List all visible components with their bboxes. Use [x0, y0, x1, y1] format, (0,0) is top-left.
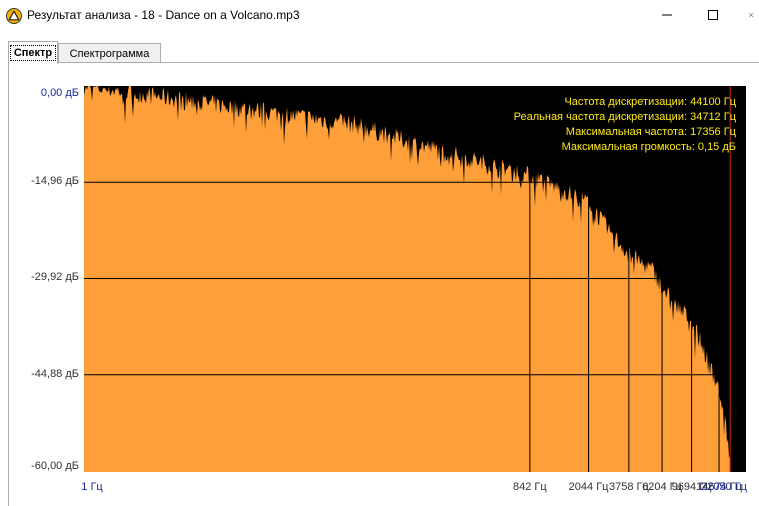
maximize-icon	[708, 10, 718, 20]
x-tick-label: 842 Гц	[513, 481, 547, 493]
y-tick-label: -29,92 дБ	[31, 271, 79, 284]
x-tick-label: 9694 Гц	[671, 481, 712, 493]
minimize-button[interactable]	[644, 0, 690, 30]
y-tick-label: -60,00 дБ	[31, 460, 79, 472]
tab-spectrogram-label: Спектрограмма	[69, 47, 150, 60]
info-max-loudness: Максимальная громкость: 0,15 дБ	[561, 141, 736, 153]
tab-spectrogram[interactable]: Спектрограмма	[58, 43, 161, 63]
close-icon	[749, 12, 754, 18]
minimize-icon	[662, 14, 672, 16]
y-tick-label: 0,00 дБ	[40, 87, 79, 99]
tab-spectrum[interactable]: Спектр	[8, 41, 58, 64]
x-tick-label: 2044 Гц	[568, 481, 609, 493]
tab-spectrum-label: Спектр	[9, 45, 57, 61]
info-real-sample-rate: Реальная частота дискретизации: 34712 Гц	[513, 111, 736, 123]
window-title: Результат анализа - 18 - Dance on a Volc…	[27, 8, 300, 22]
y-tick-label: -14,96 дБ	[31, 175, 79, 188]
x-tick-label: 22050 Гц	[701, 481, 747, 493]
close-button[interactable]	[736, 0, 759, 30]
maximize-button[interactable]	[690, 0, 736, 30]
title-bar: Результат анализа - 18 - Dance on a Volc…	[0, 0, 759, 31]
foobar-warning-triangle-icon	[6, 8, 22, 24]
x-tick-label: 3758 Гц	[608, 481, 649, 493]
x-tick-label: 1 Гц	[81, 481, 103, 493]
info-max-frequency: Максимальная частота: 17356 Гц	[565, 126, 736, 138]
info-sample-rate: Частота дискретизации: 44100 Гц	[564, 96, 736, 108]
x-tick-label: 14674 Гц	[696, 481, 742, 493]
y-tick-label: -44,88 дБ	[31, 367, 79, 380]
x-tick-label: 6204 Гц	[642, 481, 682, 493]
